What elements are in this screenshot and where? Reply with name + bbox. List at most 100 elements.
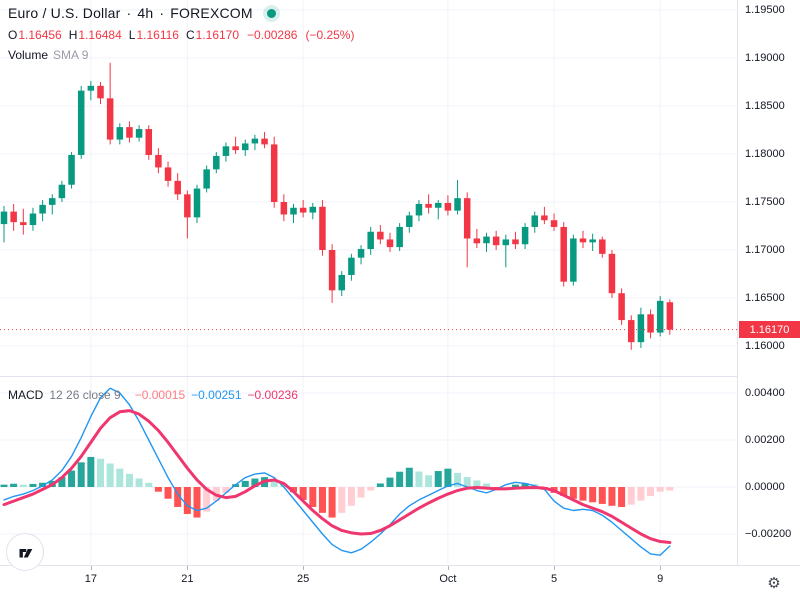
candle-body	[406, 215, 413, 227]
change-value: −0.00286	[247, 28, 298, 42]
macd-histogram-bar	[299, 487, 307, 500]
candle-body	[213, 155, 220, 170]
macd-histogram-bar	[222, 487, 230, 493]
volume-indicator-label[interactable]: Volume SMA 9	[8, 48, 89, 62]
macd-histogram-bar	[347, 487, 355, 506]
macd-histogram-bar	[483, 483, 490, 487]
candle-body	[608, 253, 616, 294]
candle-body	[20, 222, 27, 226]
candle-body	[560, 226, 567, 282]
time-axis-tick	[90, 566, 92, 570]
price-axis-label: 1.16500	[745, 291, 785, 304]
macd-hist-value: −0.00015	[134, 388, 186, 402]
candle-body	[261, 138, 268, 145]
candle-body	[367, 231, 374, 250]
candle-body	[29, 213, 37, 226]
change-percent: (−0.25%)	[305, 28, 355, 42]
macd-indicator-label[interactable]: MACD 12 26 close 9 −0.00015 −0.00251 −0.…	[8, 388, 298, 402]
macd-histogram-bar	[193, 487, 201, 518]
macd-histogram-bar	[203, 487, 211, 512]
macd-histogram-bar	[58, 477, 66, 487]
macd-histogram-bar	[39, 482, 47, 487]
candle-body	[425, 203, 432, 208]
macd-histogram-bar	[647, 487, 655, 496]
macd-histogram-bar	[357, 487, 365, 498]
candle-body	[251, 138, 259, 144]
macd-histogram-bar	[338, 487, 346, 513]
candle-body	[135, 129, 143, 138]
time-axis-label: 25	[297, 573, 310, 585]
time-axis[interactable]: ⚙ 17 21 25 Oct 5 9	[0, 565, 800, 600]
exchange-label[interactable]: FOREXCOM	[170, 5, 253, 21]
chart-header: Euro / U.S. Dollar · 4h · FOREXCOM O1.16…	[8, 5, 354, 62]
macd-histogram-bar	[598, 487, 606, 504]
candle-body	[280, 202, 288, 215]
candle-body	[666, 302, 674, 330]
price-axis[interactable]: 1.16170 1.19500 1.19000 1.18500 1.18000 1.17…	[737, 0, 800, 565]
macd-histogram-bar	[444, 468, 452, 487]
macd-histogram-bar	[125, 473, 133, 487]
macd-histogram-bar	[454, 472, 462, 487]
macd-histogram-bar	[10, 483, 18, 487]
macd-histogram-bar	[145, 482, 153, 487]
macd-histogram-bar	[318, 487, 326, 513]
candle-body	[386, 239, 394, 248]
macd-histogram-bar	[241, 480, 249, 487]
macd-signal-line	[2, 409, 672, 544]
candle-body	[473, 238, 481, 244]
candle-body	[599, 239, 606, 254]
candle-body	[155, 154, 162, 168]
time-axis-tick	[187, 566, 189, 570]
candle-body	[319, 206, 326, 250]
macd-histogram-bar	[386, 477, 394, 487]
price-axis-label: 1.16000	[745, 339, 785, 352]
candle-body	[396, 226, 403, 248]
symbol-title-row[interactable]: Euro / U.S. Dollar · 4h · FOREXCOM	[8, 5, 354, 21]
candle-body	[328, 250, 336, 291]
candle-body	[174, 180, 181, 195]
gear-icon[interactable]: ⚙	[767, 575, 781, 592]
symbol-name[interactable]: Euro / U.S. Dollar	[8, 5, 121, 21]
candle-body	[126, 127, 133, 138]
macd-histogram-bar	[405, 467, 413, 487]
candle-body	[106, 98, 114, 140]
tradingview-logo[interactable]	[6, 533, 44, 571]
close-value: C1.16170	[185, 28, 240, 42]
candle-body	[68, 154, 75, 185]
candle-body	[415, 203, 423, 216]
candle-body	[435, 202, 442, 208]
candle-body	[77, 90, 85, 155]
macd-signal-value: −0.00236	[247, 388, 298, 402]
macd-histogram-bar	[174, 487, 182, 507]
macd-axis-label: −0.00200	[745, 527, 792, 540]
candle-body	[521, 226, 529, 245]
macd-histogram-bar	[290, 487, 297, 493]
candle-body	[348, 257, 355, 275]
candle-body	[444, 202, 452, 211]
candle-body	[656, 300, 664, 333]
candle-body	[87, 85, 95, 91]
macd-histogram-bar	[367, 487, 375, 491]
chart-plot-area[interactable]	[0, 0, 737, 565]
last-price-badge: 1.16170	[739, 321, 800, 339]
interval-label[interactable]: 4h	[137, 5, 154, 21]
low-value: L1.16116	[128, 28, 179, 42]
price-axis-label: 1.18500	[745, 99, 785, 112]
time-axis-tick	[554, 566, 556, 570]
market-open-dot-icon[interactable]	[266, 8, 276, 18]
candle-body	[550, 220, 558, 227]
macd-axis-label: 0.00000	[745, 480, 785, 493]
time-axis-label: 5	[550, 573, 558, 585]
time-axis-label: 9	[657, 573, 664, 585]
candle-body	[618, 293, 625, 321]
macd-histogram-bar	[463, 477, 471, 487]
price-axis-label: 1.17500	[745, 195, 785, 208]
candle-body	[0, 211, 8, 225]
macd-histogram-bar	[666, 487, 674, 491]
time-axis-label: Oct	[439, 573, 457, 585]
macd-histogram-bar	[560, 487, 568, 496]
candle-body	[579, 238, 587, 243]
macd-histogram-bar	[270, 479, 278, 487]
time-axis-tick	[447, 566, 449, 570]
candle-body	[49, 198, 56, 205]
